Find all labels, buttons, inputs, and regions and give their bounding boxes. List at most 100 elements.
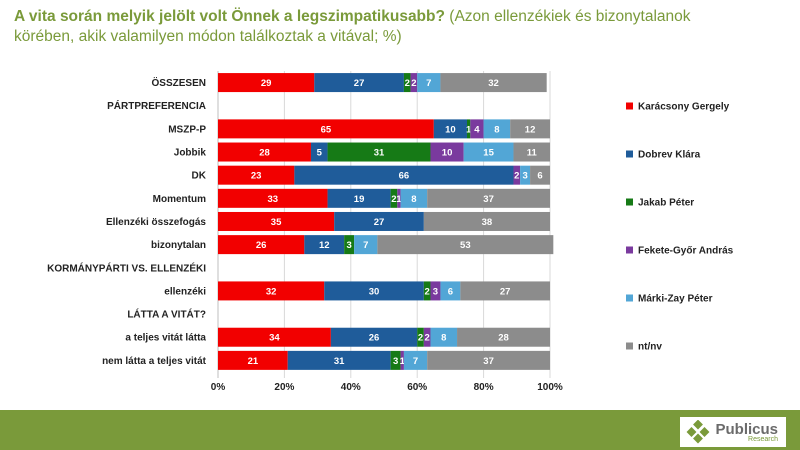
logo-subtitle: Research — [748, 435, 778, 443]
bar-value-label: 3 — [346, 240, 351, 251]
bar-value-label: 10 — [445, 124, 456, 135]
bar-value-label: 1 — [400, 356, 406, 367]
bar-value-label: 31 — [374, 148, 385, 159]
x-tick-label: 40% — [341, 382, 361, 393]
bar-segment — [324, 281, 424, 301]
bar-value-label: 27 — [354, 78, 365, 89]
x-tick-label: 100% — [537, 382, 563, 393]
category-label: a teljes vitát látta — [125, 333, 206, 344]
bar-value-label: 37 — [483, 356, 494, 367]
bar-value-label: 2 — [391, 194, 396, 205]
bar-value-label: 30 — [369, 286, 380, 297]
bar-segment — [513, 165, 521, 185]
stacked-bar-chart: 0% 20% 40% 60% 80% 100%ÖSSZESEN 29 27 2 2 7 32PÁRTP… — [47, 71, 734, 393]
bar-segment — [423, 327, 431, 347]
bar-value-label: 5 — [317, 148, 323, 159]
bar-segment — [354, 235, 378, 255]
legend-label: Fekete-Győr András — [638, 246, 734, 257]
logo-name: Publicus — [715, 420, 778, 438]
bar-value-label: 37 — [483, 194, 494, 205]
legend-label: Dobrev Klára — [638, 150, 701, 161]
bar-value-label: 7 — [426, 78, 431, 89]
bar-value-label: 53 — [460, 240, 471, 251]
bar-value-label: 2 — [425, 333, 430, 344]
bar-value-label: 32 — [488, 78, 499, 89]
bar-segment — [510, 119, 550, 139]
bar-value-label: 19 — [354, 194, 365, 205]
bar-segment — [310, 142, 328, 162]
legend-label: Jakab Péter — [638, 198, 694, 209]
bar-value-label: 7 — [413, 356, 418, 367]
category-label: nem látta a teljes vitát — [102, 356, 207, 367]
bar-segment — [314, 73, 404, 93]
x-tick-label: 80% — [474, 382, 494, 393]
category-label: PÁRTPREFERENCIA — [107, 99, 206, 112]
bar-segment — [460, 281, 550, 301]
category-label: Momentum — [153, 194, 206, 205]
legend-swatch — [626, 150, 633, 158]
bar-segment — [344, 235, 355, 255]
bar-value-label: 23 — [251, 171, 262, 182]
legend-label: nt/nv — [638, 342, 662, 353]
bar-value-label: 7 — [363, 240, 368, 251]
bar-segment — [397, 188, 401, 208]
bar-segment — [470, 119, 484, 139]
bar-segment — [520, 165, 531, 185]
bar-segment — [430, 142, 464, 162]
bar-value-label: 28 — [259, 148, 270, 159]
bar-value-label: 27 — [500, 286, 511, 297]
category-label: bizonytalan — [151, 240, 206, 251]
publicus-logo-icon — [687, 420, 710, 444]
bar-value-label: 15 — [483, 148, 494, 159]
bar-value-label: 11 — [527, 148, 538, 159]
bar-value-label: 8 — [411, 194, 416, 205]
bar-segment — [218, 235, 305, 255]
legend-label: Márki-Zay Péter — [638, 294, 713, 305]
bar-value-label: 35 — [271, 217, 282, 228]
category-label: LÁTTA A VITÁT? — [127, 308, 206, 321]
bar-value-label: 38 — [482, 217, 493, 228]
bar-segment — [430, 281, 441, 301]
x-tick-label: 20% — [274, 382, 294, 393]
bar-value-label: 2 — [411, 78, 416, 89]
bar-value-label: 12 — [525, 124, 536, 135]
bar-segment — [427, 350, 550, 370]
bar-value-label: 12 — [319, 240, 330, 251]
bar-segment — [377, 235, 554, 255]
bar-segment — [440, 73, 547, 93]
bar-segment — [218, 327, 331, 347]
bar-segment — [403, 73, 411, 93]
bar-segment — [530, 165, 550, 185]
bar-segment — [467, 119, 471, 139]
bar-value-label: 1 — [466, 124, 472, 135]
bar-value-label: 2 — [405, 78, 410, 89]
bar-segment — [423, 281, 431, 301]
bar-value-label: 29 — [261, 78, 272, 89]
publicus-logo: Publicus Research — [680, 417, 786, 447]
bar-segment — [427, 188, 550, 208]
category-label: KORMÁNYPÁRTI VS. ELLENZÉKI — [47, 261, 206, 274]
legend-swatch — [626, 294, 633, 302]
bar-value-label: 1 — [396, 194, 402, 205]
bar-segment — [390, 188, 398, 208]
bar-segment — [390, 350, 401, 370]
footer-band — [0, 410, 800, 450]
bar-value-label: 6 — [448, 286, 453, 297]
bar-value-label: 28 — [498, 333, 509, 344]
bar-segment — [294, 165, 514, 185]
bar-segment — [327, 142, 431, 162]
bar-value-label: 6 — [537, 171, 542, 182]
bar-segment — [403, 350, 428, 370]
bar-segment — [218, 281, 325, 301]
bar-segment — [440, 281, 461, 301]
legend-swatch — [626, 246, 633, 254]
category-label: MSZP-P — [168, 124, 206, 135]
bar-segment — [218, 142, 311, 162]
bar-segment — [463, 142, 514, 162]
bar-segment — [433, 119, 467, 139]
bar-value-label: 4 — [474, 124, 480, 135]
bar-value-label: 26 — [256, 240, 267, 251]
legend-swatch — [626, 102, 633, 110]
bar-segment — [304, 235, 345, 255]
category-label: DK — [192, 171, 207, 182]
